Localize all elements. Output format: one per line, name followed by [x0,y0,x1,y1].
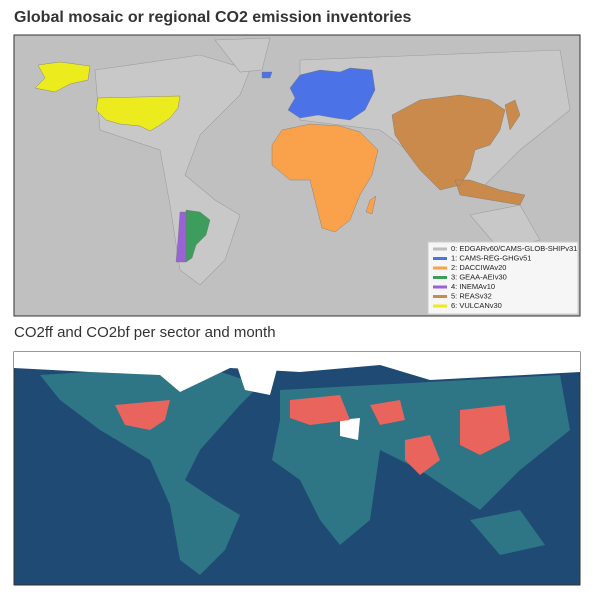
emissions-map [13,351,581,586]
panel-title: Global mosaic or regional CO2 emission i… [14,9,412,26]
legend-label: 2: DACCIWAv20 [451,263,506,272]
legend-label: 5: REASv32 [451,291,492,300]
region-argentina [185,209,211,263]
legend-label: 1: CAMS-REG-GHGv51 [451,253,531,262]
regions [34,61,526,263]
legend-label: 6: VULCANv30 [451,301,502,310]
region-alaska [34,61,91,93]
legend-box [427,241,579,315]
region-africa [271,123,379,233]
legend-label: 4: INEMAv10 [451,282,495,291]
region-europe [261,67,376,121]
region-chile [175,211,187,263]
region-usa [95,95,181,132]
region-asia [391,94,526,206]
hotspots [115,395,510,475]
legend-label: 3: GEAA-AEIv30 [451,272,507,281]
ice [14,352,580,440]
panel-title: CO2ff and CO2bf per sector and month [14,324,276,341]
legend-label: 0: EDGARv60/CAMS-GLOB-SHIPv31 [451,244,577,253]
